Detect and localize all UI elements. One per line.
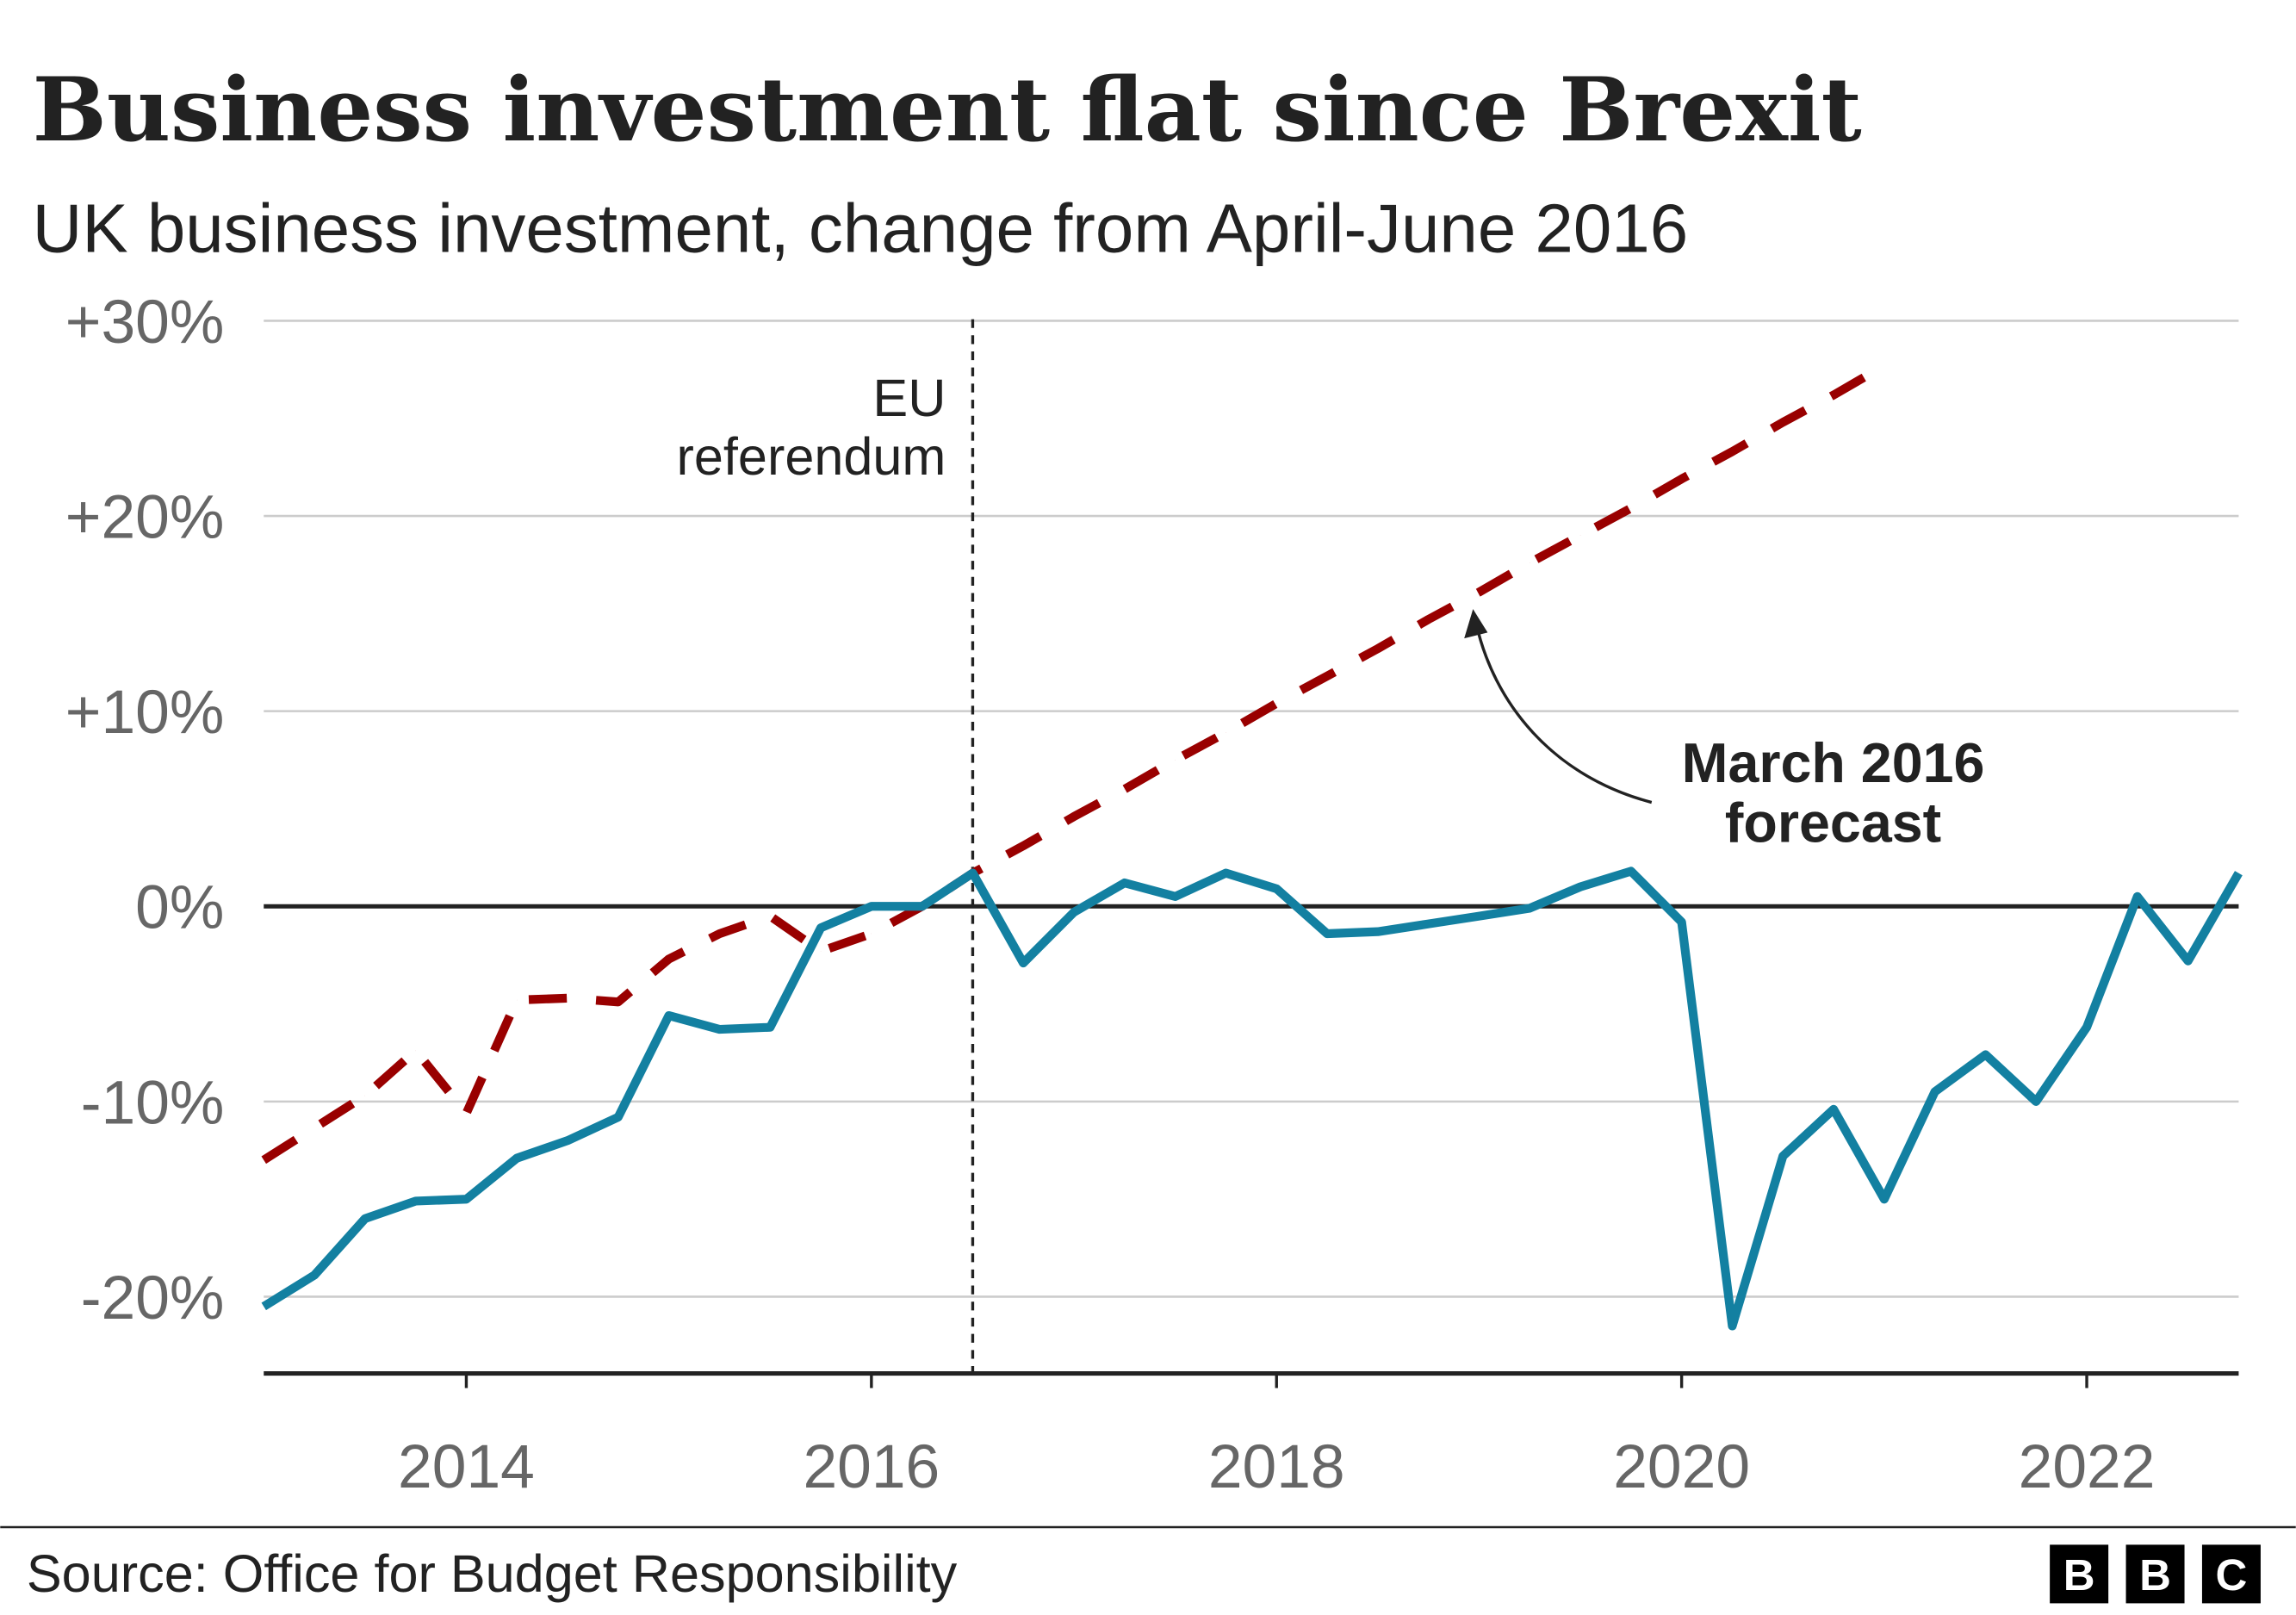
svg-text:B: B bbox=[2139, 1550, 2171, 1599]
chart-subtitle: UK business investment, change from Apri… bbox=[33, 189, 1688, 266]
chart-title: Business investment flat since Brexit bbox=[33, 59, 1862, 162]
x-tick-label: 2014 bbox=[398, 1432, 535, 1501]
arrowhead-icon bbox=[1464, 609, 1488, 639]
y-tick-label: +30% bbox=[65, 288, 225, 357]
y-tick-label: -10% bbox=[81, 1068, 225, 1137]
svg-text:B: B bbox=[2063, 1550, 2095, 1599]
gridlines bbox=[264, 320, 2239, 1298]
x-tick-label: 2022 bbox=[2019, 1432, 2156, 1501]
y-axis: +30% +20% +10% 0% -10% -20% bbox=[65, 288, 225, 1332]
actual-series-line bbox=[261, 867, 2243, 1331]
x-tick-label: 2016 bbox=[803, 1432, 940, 1501]
bbc-logo: B B C bbox=[2050, 1544, 2261, 1604]
y-tick-label: +10% bbox=[65, 678, 225, 747]
referendum-label-line1: EU bbox=[872, 369, 946, 427]
svg-text:C: C bbox=[2216, 1550, 2248, 1599]
x-axis: 2014 2016 2018 2020 2022 bbox=[264, 1370, 2239, 1501]
x-tick-label: 2018 bbox=[1208, 1432, 1345, 1501]
forecast-label-line1: March 2016 bbox=[1682, 732, 1985, 794]
referendum-label-line2: referendum bbox=[677, 427, 946, 486]
forecast-series-line bbox=[261, 373, 1866, 1165]
forecast-label-line2: forecast bbox=[1725, 792, 1941, 854]
x-tick-label: 2020 bbox=[1613, 1432, 1750, 1501]
series-lines bbox=[261, 373, 2243, 1331]
source-note: Source: Office for Budget Responsibility bbox=[27, 1544, 958, 1603]
y-tick-label: +20% bbox=[65, 483, 225, 552]
forecast-arrow bbox=[1474, 622, 1653, 804]
y-tick-label: 0% bbox=[135, 873, 224, 942]
y-tick-label: -20% bbox=[81, 1264, 225, 1332]
